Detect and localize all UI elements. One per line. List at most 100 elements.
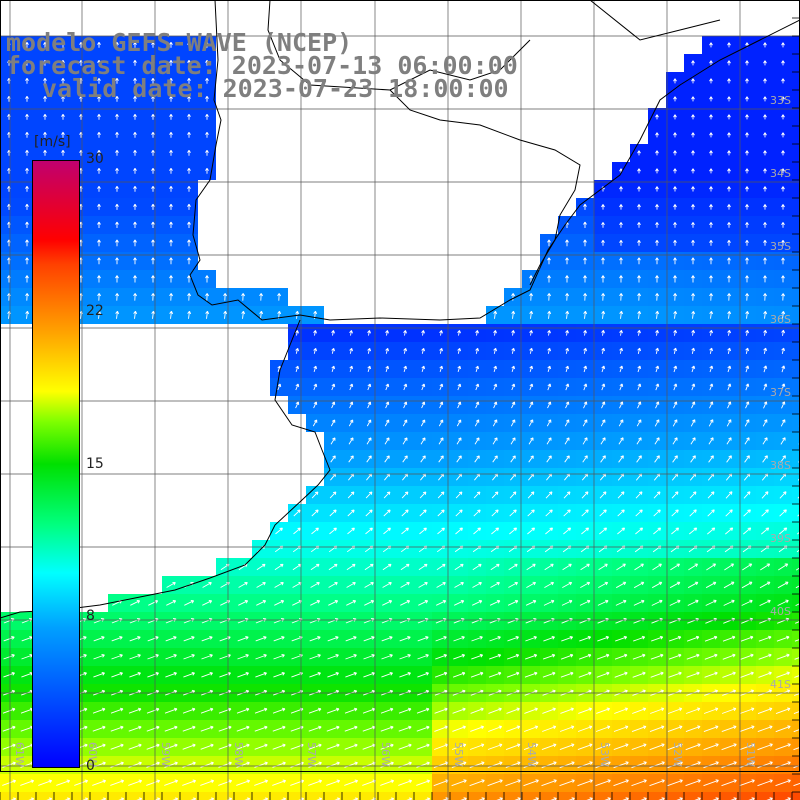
- wind-arrow: [344, 779, 359, 786]
- wind-arrow: [25, 203, 29, 210]
- wind-arrow: [529, 293, 533, 301]
- wind-arrow: [741, 581, 753, 589]
- wind-arrow: [673, 186, 677, 192]
- wind-cell: [360, 792, 378, 800]
- wind-arrow: [416, 761, 430, 768]
- wind-cell: [576, 792, 594, 800]
- wind-arrow: [618, 455, 624, 463]
- wind-arrow: [779, 509, 787, 517]
- wind-arrow: [345, 671, 357, 678]
- wind-arrow: [241, 293, 245, 301]
- wind-arrow: [561, 635, 574, 642]
- wind-arrow: [201, 636, 213, 642]
- wind-arrow: [797, 513, 800, 517]
- wind-cell: [90, 792, 108, 800]
- wind-arrow: [614, 653, 628, 660]
- wind-arrow: [473, 491, 481, 499]
- wind-cell: [792, 72, 800, 90]
- wind-arrow: [601, 310, 606, 319]
- wind-arrow: [457, 330, 461, 336]
- wind-arrow: [146, 779, 161, 786]
- wind-arrow: [763, 78, 767, 84]
- wind-arrow: [601, 383, 606, 391]
- wind-arrow: [165, 671, 177, 678]
- wind-arrow: [781, 96, 785, 102]
- wind-arrow: [649, 743, 665, 751]
- wind-cell: [792, 108, 800, 126]
- wind-arrow: [673, 293, 677, 301]
- wind-cell: [792, 414, 800, 432]
- wind-arrow: [455, 509, 463, 517]
- wind-arrow: [740, 671, 754, 678]
- wind-arrow: [187, 310, 192, 319]
- wind-arrow: [273, 671, 285, 678]
- wind-arrow: [151, 310, 156, 319]
- wind-arrow: [784, 797, 791, 800]
- wind-arrow: [326, 743, 340, 750]
- wind-arrow: [763, 365, 768, 373]
- wind-arrow: [417, 653, 429, 660]
- wind-arrow: [435, 653, 448, 660]
- wind-arrow: [672, 455, 678, 463]
- wind-arrow: [761, 527, 770, 535]
- wind-arrow: [514, 797, 521, 800]
- wind-arrow: [745, 293, 749, 301]
- wind-arrow: [97, 77, 101, 84]
- wind-arrow: [795, 620, 800, 624]
- wind-arrow: [367, 330, 371, 336]
- wind-arrow: [169, 239, 173, 247]
- wind-cell: [342, 792, 360, 800]
- wind-arrow: [793, 782, 800, 787]
- wind-arrow: [763, 347, 768, 355]
- wind-arrow: [511, 310, 516, 319]
- longitude-label: 61W: [13, 742, 26, 767]
- wind-arrow: [655, 257, 659, 265]
- wind-arrow: [727, 132, 731, 138]
- wind-arrow: [650, 671, 664, 678]
- wind-arrow: [622, 797, 629, 800]
- wind-cell: [792, 54, 800, 72]
- wind-arrow: [472, 599, 483, 606]
- wind-arrow: [691, 293, 695, 301]
- wind-arrow: [439, 383, 444, 391]
- wind-cell: [792, 468, 800, 486]
- wind-arrow: [709, 222, 713, 228]
- wind-arrow: [237, 653, 249, 660]
- wind-cell: [792, 396, 800, 414]
- wind-arrow: [205, 310, 210, 319]
- wind-arrow: [475, 365, 480, 373]
- wind-arrow: [577, 743, 593, 751]
- wind-arrow: [691, 114, 695, 120]
- wind-arrow: [403, 365, 408, 373]
- wind-arrow: [434, 707, 448, 714]
- wind-arrow: [398, 779, 413, 786]
- wind-arrow: [709, 96, 713, 102]
- wind-arrow: [632, 707, 647, 714]
- wind-arrow: [25, 167, 29, 174]
- wind-arrow: [74, 779, 89, 786]
- wind-arrow: [704, 653, 718, 660]
- wind-arrow: [745, 275, 749, 283]
- wind-arrow: [469, 761, 485, 769]
- wind-arrow: [577, 761, 593, 769]
- wind-arrow: [187, 41, 191, 48]
- wind-arrow: [187, 95, 191, 102]
- wind-arrow: [685, 743, 701, 751]
- wind-arrow: [652, 563, 662, 571]
- wind-arrow: [133, 275, 137, 283]
- wind-arrow: [434, 743, 449, 750]
- wind-arrow: [633, 635, 646, 642]
- wind-arrow: [745, 78, 749, 84]
- wind-arrow: [505, 743, 521, 751]
- wind-arrow: [560, 671, 574, 678]
- wind-arrow: [169, 310, 174, 319]
- wind-arrow: [761, 491, 769, 499]
- wind-arrow: [547, 383, 552, 391]
- wind-arrow: [20, 779, 35, 786]
- wind-arrow: [115, 77, 119, 84]
- wind-arrow: [673, 311, 678, 319]
- wind-arrow: [687, 581, 699, 589]
- wind-arrow: [310, 563, 320, 571]
- wind-arrow: [331, 330, 335, 336]
- wind-arrow: [492, 455, 498, 463]
